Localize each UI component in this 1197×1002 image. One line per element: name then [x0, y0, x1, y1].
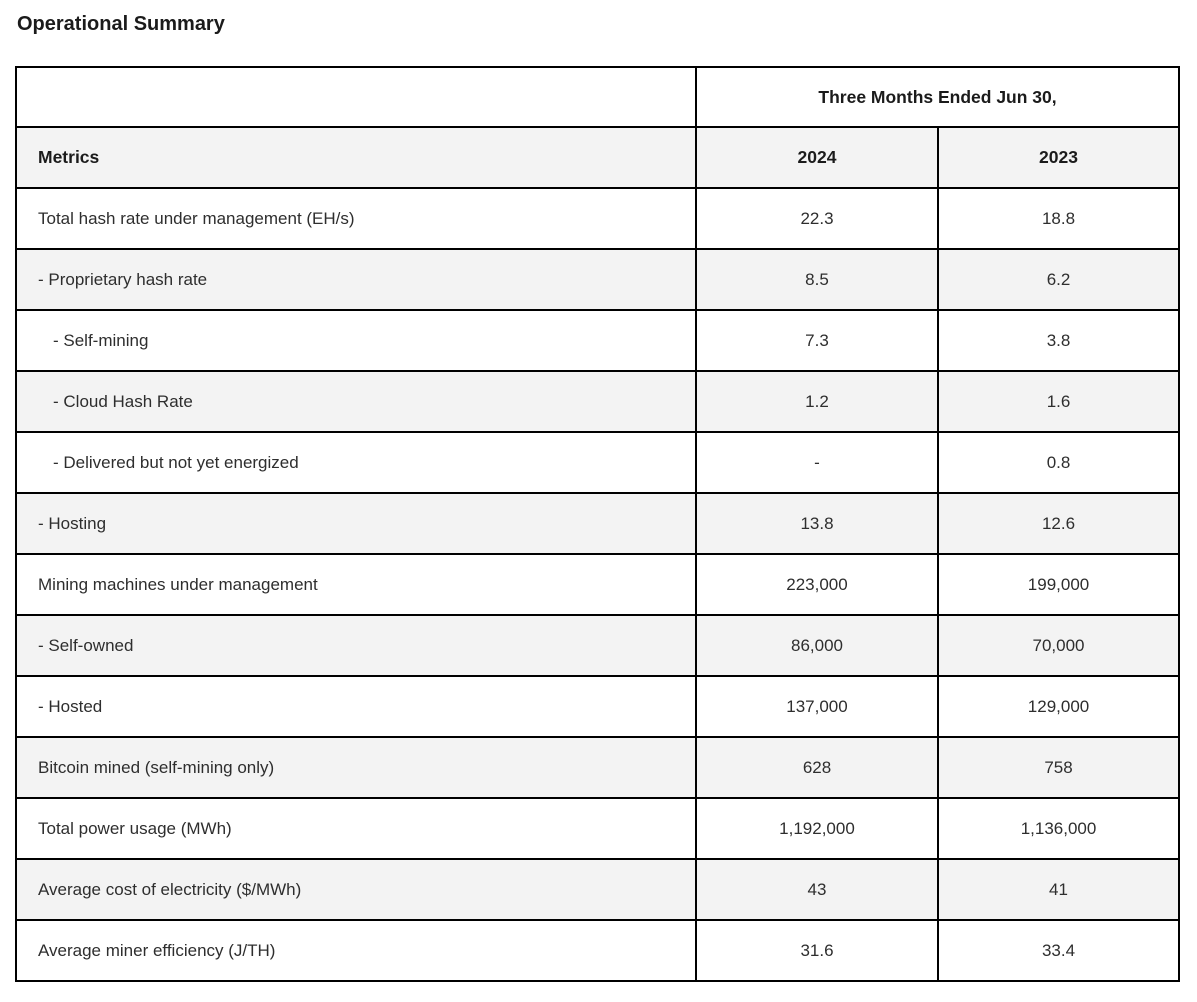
value-cell-2023: 6.2 — [936, 248, 1181, 311]
metric-cell: Mining machines under management — [15, 553, 697, 616]
metric-cell: - Proprietary hash rate — [15, 248, 697, 311]
metrics-column-header: Metrics — [15, 126, 697, 189]
table-row: - Self-mining 7.3 3.8 — [15, 309, 1181, 372]
table-row: - Cloud Hash Rate 1.2 1.6 — [15, 370, 1181, 433]
table-row: Mining machines under management 223,000 1… — [15, 553, 1181, 616]
value-cell-2023: 1.6 — [936, 370, 1181, 433]
value-cell-2024: 1,192,000 — [695, 797, 939, 860]
year-2023-column-header: 2023 — [936, 126, 1181, 189]
metric-cell: - Delivered but not yet energized — [15, 431, 697, 494]
value-cell-2023: 33.4 — [936, 919, 1181, 982]
value-cell-2023: 70,000 — [936, 614, 1181, 677]
value-cell-2024: 628 — [695, 736, 939, 799]
value-cell-2023: 18.8 — [936, 187, 1181, 250]
value-cell-2023: 3.8 — [936, 309, 1181, 372]
column-header-row: Metrics 2024 2023 — [15, 126, 1181, 189]
corner-cell — [15, 66, 697, 128]
operational-summary-table: Three Months Ended Jun 30, Metrics 2024 … — [15, 66, 1181, 982]
value-cell-2024: 86,000 — [695, 614, 939, 677]
value-cell-2024: 223,000 — [695, 553, 939, 616]
table-row: - Self-owned 86,000 70,000 — [15, 614, 1181, 677]
table-row: - Hosting 13.8 12.6 — [15, 492, 1181, 555]
value-cell-2024: 137,000 — [695, 675, 939, 738]
table-row: - Hosted 137,000 129,000 — [15, 675, 1181, 738]
metric-cell: - Self-mining — [15, 309, 697, 372]
value-cell-2023: 1,136,000 — [936, 797, 1181, 860]
page-title: Operational Summary — [17, 13, 225, 35]
metric-cell: Average cost of electricity ($/MWh) — [15, 858, 697, 921]
table-row: Average cost of electricity ($/MWh) 43 41 — [15, 858, 1181, 921]
table-row: Total power usage (MWh) 1,192,000 1,136,00… — [15, 797, 1181, 860]
metric-cell: - Self-owned — [15, 614, 697, 677]
year-2024-column-header: 2024 — [695, 126, 939, 189]
value-cell-2023: 758 — [936, 736, 1181, 799]
metric-cell: Total hash rate under management (EH/s) — [15, 187, 697, 250]
period-header-row: Three Months Ended Jun 30, — [15, 66, 1181, 128]
value-cell-2024: 22.3 — [695, 187, 939, 250]
table-row: - Proprietary hash rate 8.5 6.2 — [15, 248, 1181, 311]
table-body: Total hash rate under management (EH/s) 2… — [15, 187, 1181, 982]
value-cell-2023: 199,000 — [936, 553, 1181, 616]
table-row: Average miner efficiency (J/TH) 31.6 33.4 — [15, 919, 1181, 982]
value-cell-2023: 12.6 — [936, 492, 1181, 555]
value-cell-2024: 13.8 — [695, 492, 939, 555]
table-row: - Delivered but not yet energized -0.8 — [15, 431, 1181, 494]
value-cell-2023: 41 — [936, 858, 1181, 921]
value-cell-2024: 31.6 — [695, 919, 939, 982]
metric-cell: Bitcoin mined (self-mining only) — [15, 736, 697, 799]
metric-cell: - Cloud Hash Rate — [15, 370, 697, 433]
value-cell-2023: 129,000 — [936, 675, 1181, 738]
period-header-cell: Three Months Ended Jun 30, — [694, 66, 1181, 128]
table-row: Total hash rate under management (EH/s) 2… — [15, 187, 1181, 250]
metric-cell: - Hosted — [15, 675, 697, 738]
value-cell-2023: 0.8 — [936, 431, 1181, 494]
value-cell-2024: 8.5 — [695, 248, 939, 311]
metric-cell: Average miner efficiency (J/TH) — [15, 919, 697, 982]
metric-cell: - Hosting — [15, 492, 697, 555]
metric-cell: Total power usage (MWh) — [15, 797, 697, 860]
table-row: Bitcoin mined (self-mining only) 628 758 — [15, 736, 1181, 799]
value-cell-2024: 1.2 — [695, 370, 939, 433]
value-cell-2024: - — [695, 431, 939, 494]
value-cell-2024: 43 — [695, 858, 939, 921]
value-cell-2024: 7.3 — [695, 309, 939, 372]
